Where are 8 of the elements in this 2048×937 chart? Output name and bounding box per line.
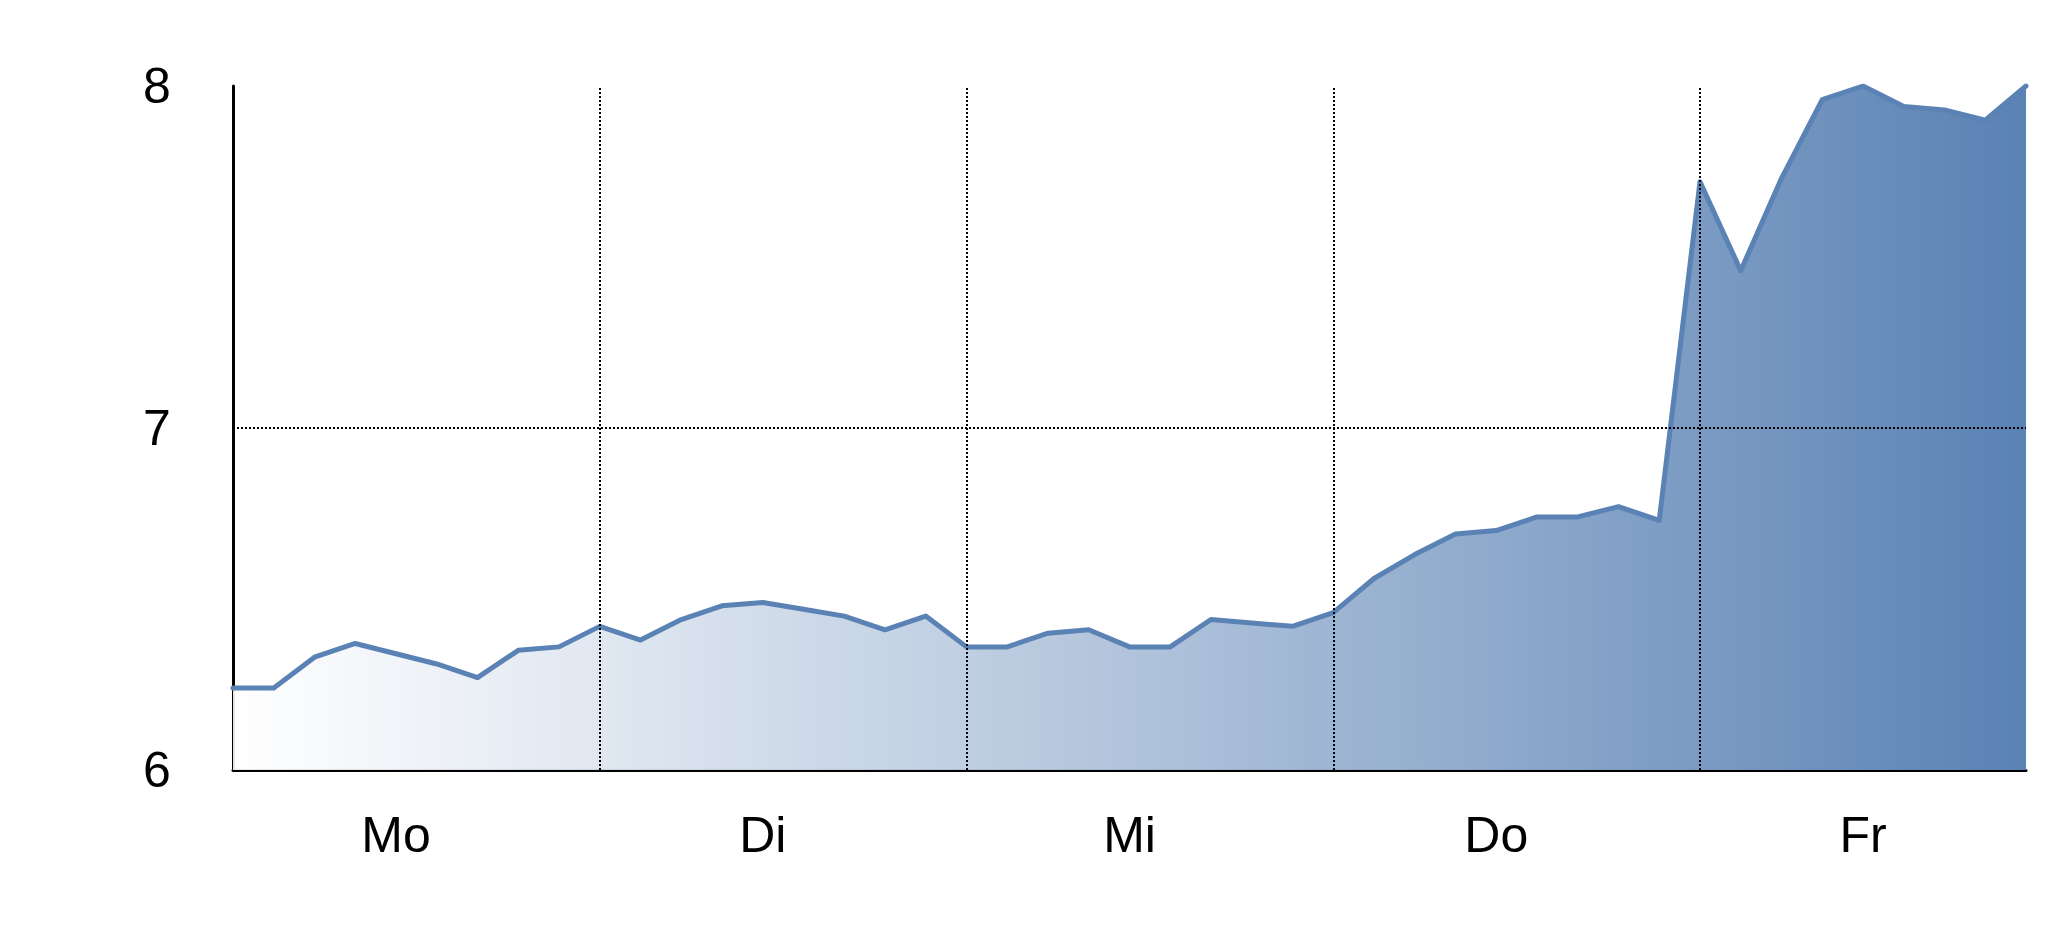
y-tick-label: 7 xyxy=(143,400,171,456)
x-tick-label: Mo xyxy=(361,807,431,863)
y-tick-label: 6 xyxy=(143,742,171,798)
x-tick-label: Mi xyxy=(1103,807,1156,863)
x-tick-label: Di xyxy=(739,807,787,863)
y-tick-label: 8 xyxy=(143,58,171,114)
x-tick-label: Do xyxy=(1464,807,1529,863)
x-tick-label: Fr xyxy=(1839,807,1887,863)
